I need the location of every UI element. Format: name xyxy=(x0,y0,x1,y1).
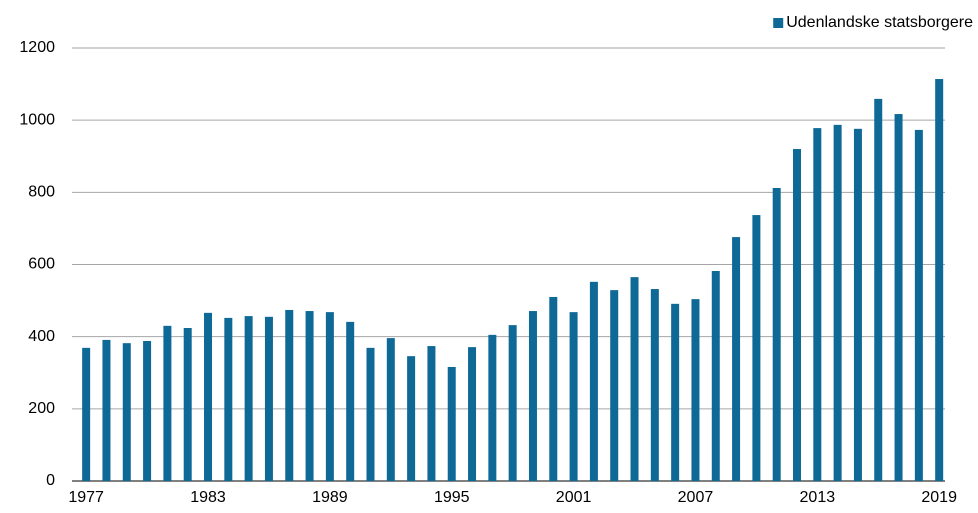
bar xyxy=(488,334,497,481)
x-tick-label: 1989 xyxy=(312,489,348,506)
bar xyxy=(772,188,781,481)
bar xyxy=(650,289,659,481)
bar xyxy=(407,356,416,481)
bar xyxy=(732,237,741,481)
legend-swatch xyxy=(773,18,784,28)
bar xyxy=(508,325,517,481)
bar xyxy=(244,316,253,481)
bar xyxy=(853,128,862,481)
legend-label: Udenlandske statsborgere xyxy=(786,14,973,31)
bar xyxy=(346,321,355,481)
bar xyxy=(386,338,395,481)
x-tick-label: 1983 xyxy=(190,489,226,506)
bar xyxy=(285,309,294,481)
bar xyxy=(102,339,111,481)
bar xyxy=(325,312,334,481)
bar xyxy=(793,149,802,482)
y-tick-label: 200 xyxy=(28,400,55,417)
bar xyxy=(813,128,822,482)
bar xyxy=(752,215,761,481)
bar xyxy=(204,312,213,481)
x-tick-label: 1995 xyxy=(434,489,470,506)
bar xyxy=(143,340,152,481)
x-tick-label: 2019 xyxy=(921,489,957,506)
bar xyxy=(224,317,233,481)
bar xyxy=(874,98,883,481)
bar xyxy=(305,311,314,481)
bar xyxy=(264,316,273,481)
bar xyxy=(366,347,375,481)
bar xyxy=(914,129,923,481)
y-tick-label: 1000 xyxy=(19,111,55,128)
bar xyxy=(122,343,131,481)
y-tick-label: 400 xyxy=(28,328,55,345)
y-tick-label: 1200 xyxy=(19,39,55,56)
x-tick-label: 2007 xyxy=(678,489,714,506)
bar xyxy=(468,347,477,481)
x-tick-label: 1977 xyxy=(68,489,104,506)
y-tick-label: 600 xyxy=(28,256,55,273)
bar xyxy=(610,290,619,481)
bar xyxy=(183,328,192,481)
y-tick-label: 800 xyxy=(28,184,55,201)
bar xyxy=(671,303,680,481)
bar xyxy=(711,270,720,481)
bar xyxy=(427,346,436,481)
bar xyxy=(569,312,578,481)
bar xyxy=(935,79,944,481)
bar xyxy=(630,277,639,481)
y-tick-label: 0 xyxy=(46,472,55,489)
bar xyxy=(691,299,700,481)
bar xyxy=(528,311,537,481)
bar xyxy=(82,347,91,481)
x-tick-label: 2001 xyxy=(556,489,592,506)
bar xyxy=(833,124,842,482)
bar xyxy=(163,325,172,481)
bar xyxy=(589,281,598,481)
x-tick-label: 2013 xyxy=(800,489,836,506)
bar xyxy=(447,366,456,481)
bar xyxy=(549,296,558,481)
bar xyxy=(894,114,903,481)
